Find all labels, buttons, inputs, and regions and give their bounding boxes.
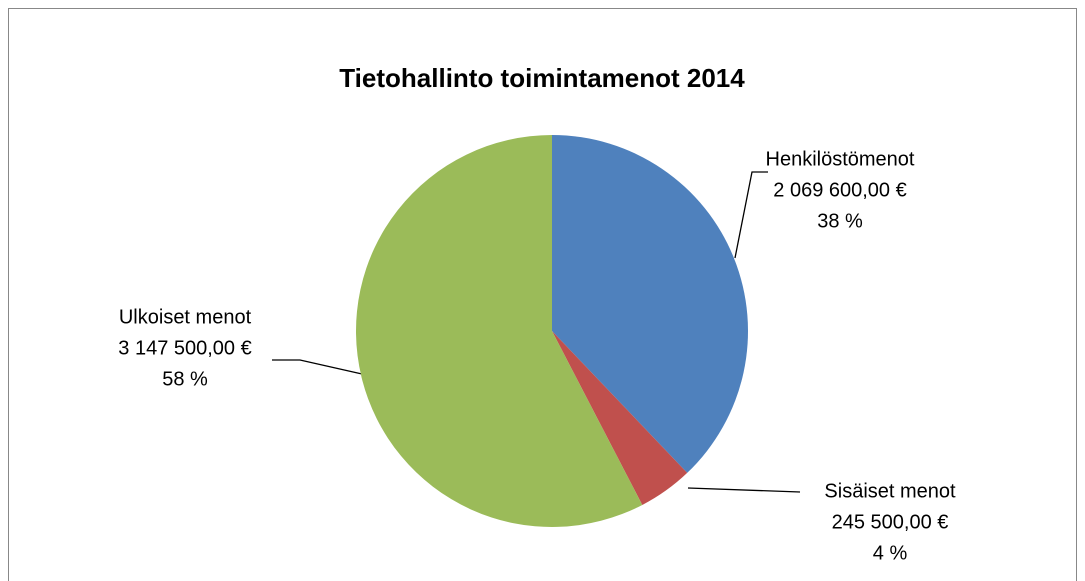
slice-label: Sisäiset menot [824, 480, 956, 502]
leader-line [687, 487, 801, 493]
pie-slice [552, 331, 688, 505]
slice-label: Henkilöstömenot [766, 148, 915, 170]
value-label: 245 500,00 € [832, 511, 949, 533]
value-label: 3 147 500,00 € [118, 337, 251, 359]
percent-label: 4 % [873, 542, 908, 564]
leader-line [272, 359, 363, 375]
chart-title: Tietohallinto toimintamenot 2014 [339, 63, 745, 93]
value-label: 2 069 600,00 € [773, 179, 906, 201]
slice-label: Ulkoiset menot [119, 306, 252, 328]
percent-label: 38 % [817, 210, 863, 232]
pie-slice [355, 135, 643, 527]
leader-line [734, 171, 768, 259]
pie-slice [552, 135, 748, 473]
percent-label: 58 % [162, 368, 208, 390]
